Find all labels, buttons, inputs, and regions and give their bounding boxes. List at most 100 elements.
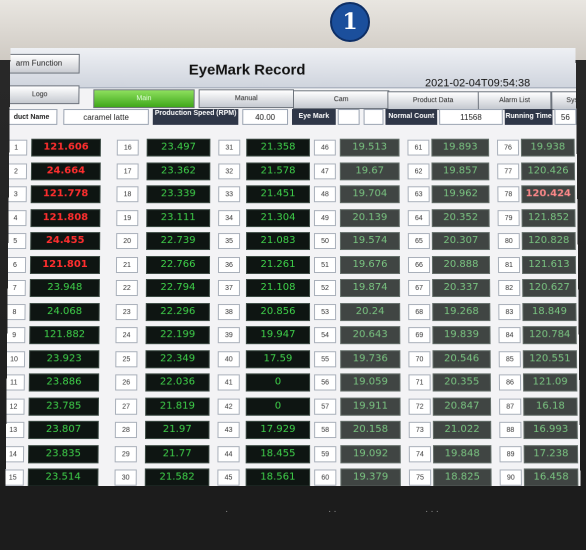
record-index: 8 bbox=[5, 303, 26, 320]
eyemark-field[interactable] bbox=[337, 109, 360, 125]
record-index: 9 bbox=[5, 327, 26, 344]
record-row: 67 20.337 bbox=[408, 277, 494, 301]
record-value: 16.458 bbox=[523, 468, 579, 487]
nav-logo[interactable]: Logo bbox=[5, 85, 80, 105]
record-value: 19.848 bbox=[432, 444, 492, 463]
record-index: 79 bbox=[497, 209, 520, 226]
record-row: 68 19.268 bbox=[408, 301, 494, 325]
record-index: 85 bbox=[498, 350, 521, 367]
record-index: 12 bbox=[5, 398, 25, 415]
record-value: 19.911 bbox=[340, 397, 401, 416]
record-index: 28 bbox=[114, 421, 138, 439]
record-index: 45 bbox=[217, 469, 240, 486]
record-value: 121.852 bbox=[521, 208, 576, 227]
record-value: 20.643 bbox=[340, 326, 401, 345]
record-value: 21.261 bbox=[245, 255, 311, 274]
record-value: 20.24 bbox=[340, 302, 401, 321]
record-value: 20.337 bbox=[432, 278, 491, 298]
record-row: 17 23.362 bbox=[116, 160, 215, 183]
record-row: 85 120.551 bbox=[498, 348, 581, 372]
record-value: 18.561 bbox=[245, 468, 311, 487]
record-row: 35 21.083 bbox=[218, 230, 314, 253]
record-row: 22 22.794 bbox=[115, 277, 214, 301]
indicator-dots: ·· bbox=[328, 506, 339, 517]
record-row: 51 19.676 bbox=[313, 254, 404, 277]
production-speed-field[interactable]: 40.00 bbox=[242, 109, 289, 125]
record-row: 78 120.424 bbox=[497, 183, 579, 206]
record-value: 20.856 bbox=[245, 302, 311, 321]
product-name-field[interactable]: caramel latte bbox=[63, 109, 149, 125]
record-index: 77 bbox=[497, 162, 520, 179]
record-row: 37 21.108 bbox=[217, 277, 314, 301]
nav-bar: Logo Main Manual Cam Product Data Alarm … bbox=[5, 83, 581, 111]
record-index: 86 bbox=[498, 374, 522, 391]
record-index: 61 bbox=[407, 139, 430, 156]
record-row: 29 21.77 bbox=[114, 443, 214, 467]
record-value: 20.352 bbox=[431, 208, 490, 227]
record-index: 55 bbox=[314, 350, 337, 367]
hmi-screen: arm Function EyeMark Record 2021-02-04T0… bbox=[5, 47, 581, 488]
alarm-function-button[interactable]: arm Function bbox=[5, 53, 80, 74]
record-row: 54 20.643 bbox=[314, 324, 404, 348]
record-index: 29 bbox=[114, 445, 137, 462]
record-row: 40 17.59 bbox=[217, 348, 314, 372]
record-index: 64 bbox=[407, 209, 430, 226]
record-index: 89 bbox=[499, 445, 522, 462]
record-index: 43 bbox=[217, 421, 240, 439]
record-index: 16 bbox=[116, 139, 139, 156]
record-row: 1 121.606 bbox=[5, 137, 105, 160]
running-time-field: 56 bbox=[554, 109, 577, 125]
record-value: 17.238 bbox=[523, 444, 579, 463]
info-row: duct Name caramel latte Production Speed… bbox=[5, 107, 577, 133]
record-index: 46 bbox=[313, 139, 336, 156]
record-value: 23.785 bbox=[28, 397, 100, 416]
record-row: 4 121.808 bbox=[5, 207, 105, 230]
record-value: 0 bbox=[245, 373, 311, 392]
record-index: 34 bbox=[218, 209, 241, 226]
record-row: 46 19.513 bbox=[313, 137, 404, 160]
record-index: 19 bbox=[116, 209, 139, 226]
record-row: 42 0 bbox=[217, 395, 315, 419]
record-index: 3 bbox=[5, 186, 27, 203]
record-value: 21.022 bbox=[432, 420, 492, 440]
product-name-label: duct Name bbox=[5, 109, 58, 125]
record-index: 51 bbox=[313, 256, 337, 273]
record-index: 22 bbox=[115, 279, 138, 297]
record-value: 23.948 bbox=[29, 278, 100, 298]
record-value: 121.613 bbox=[521, 255, 577, 274]
record-index: 76 bbox=[496, 139, 520, 156]
record-row: 27 21.819 bbox=[114, 395, 214, 419]
record-row: 73 21.022 bbox=[408, 419, 496, 443]
record-row: 16 23.497 bbox=[116, 137, 215, 160]
record-value: 22.036 bbox=[145, 373, 210, 392]
record-index: 18 bbox=[116, 186, 139, 203]
record-row: 65 20.307 bbox=[407, 230, 494, 253]
record-row: 23 22.296 bbox=[115, 301, 214, 325]
record-index: 47 bbox=[313, 162, 336, 179]
record-index: 68 bbox=[408, 303, 431, 320]
nav-main[interactable]: Main bbox=[93, 89, 195, 109]
record-index: 35 bbox=[218, 233, 241, 250]
running-time-label: Running Time bbox=[504, 109, 553, 125]
record-index: 87 bbox=[499, 398, 522, 415]
record-row: 43 17.929 bbox=[217, 419, 314, 443]
record-value: 23.111 bbox=[146, 208, 211, 227]
record-value: 21.083 bbox=[246, 232, 310, 251]
record-index: 53 bbox=[314, 303, 337, 320]
record-index: 48 bbox=[313, 186, 336, 203]
record-row: 25 22.349 bbox=[115, 348, 213, 372]
record-row: 13 23.807 bbox=[5, 419, 103, 443]
record-row: 86 121.09 bbox=[498, 371, 581, 395]
record-value: 120.551 bbox=[522, 349, 578, 368]
record-value: 21.77 bbox=[144, 444, 210, 463]
record-value: 19.379 bbox=[340, 468, 401, 487]
record-value: 19.736 bbox=[340, 349, 401, 368]
record-index: 32 bbox=[218, 162, 241, 179]
record-value: 23.497 bbox=[146, 138, 211, 157]
record-value: 21.108 bbox=[245, 278, 311, 298]
record-row: 7 23.948 bbox=[5, 277, 104, 301]
record-row: 26 22.036 bbox=[115, 371, 214, 395]
nav-manual[interactable]: Manual bbox=[198, 89, 294, 109]
record-value: 18.455 bbox=[245, 444, 311, 463]
record-row: 24 22.199 bbox=[115, 324, 213, 348]
